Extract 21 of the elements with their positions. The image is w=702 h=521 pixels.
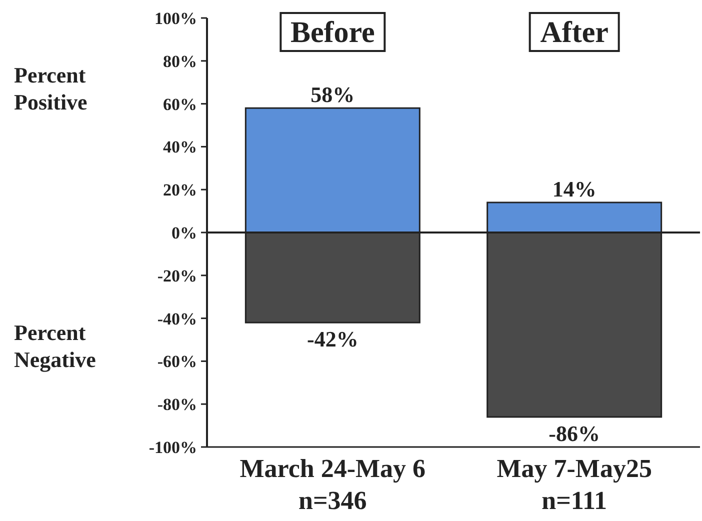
data-label: -42% — [307, 326, 358, 352]
x-tick-label: March 24-May 6 n=346 — [240, 454, 426, 515]
y-tick-label: 20% — [163, 180, 197, 200]
data-label: 14% — [552, 176, 596, 202]
y-tick-label: 0% — [172, 223, 197, 242]
y-tick-label: 80% — [163, 52, 197, 71]
annotation: Before — [290, 16, 375, 49]
x-tick-label: May 7-May25 n=111 — [496, 454, 652, 515]
text: Percent Positive — [14, 62, 88, 114]
y-tick-label: 40% — [163, 138, 197, 157]
y-tick-label: 60% — [163, 94, 197, 114]
y-tick-label: 100% — [154, 8, 197, 28]
y-tick-label: -100% — [148, 438, 197, 457]
y-tick-label: -60% — [157, 352, 197, 372]
y-tick-label: -20% — [157, 266, 197, 286]
annotation: After — [540, 16, 608, 49]
y-tick-label: -40% — [157, 309, 197, 328]
y-tick-label: -80% — [157, 395, 197, 414]
data-label: -86% — [548, 420, 600, 446]
text: Percent Negative — [14, 320, 96, 372]
data-label: 58% — [310, 82, 355, 108]
